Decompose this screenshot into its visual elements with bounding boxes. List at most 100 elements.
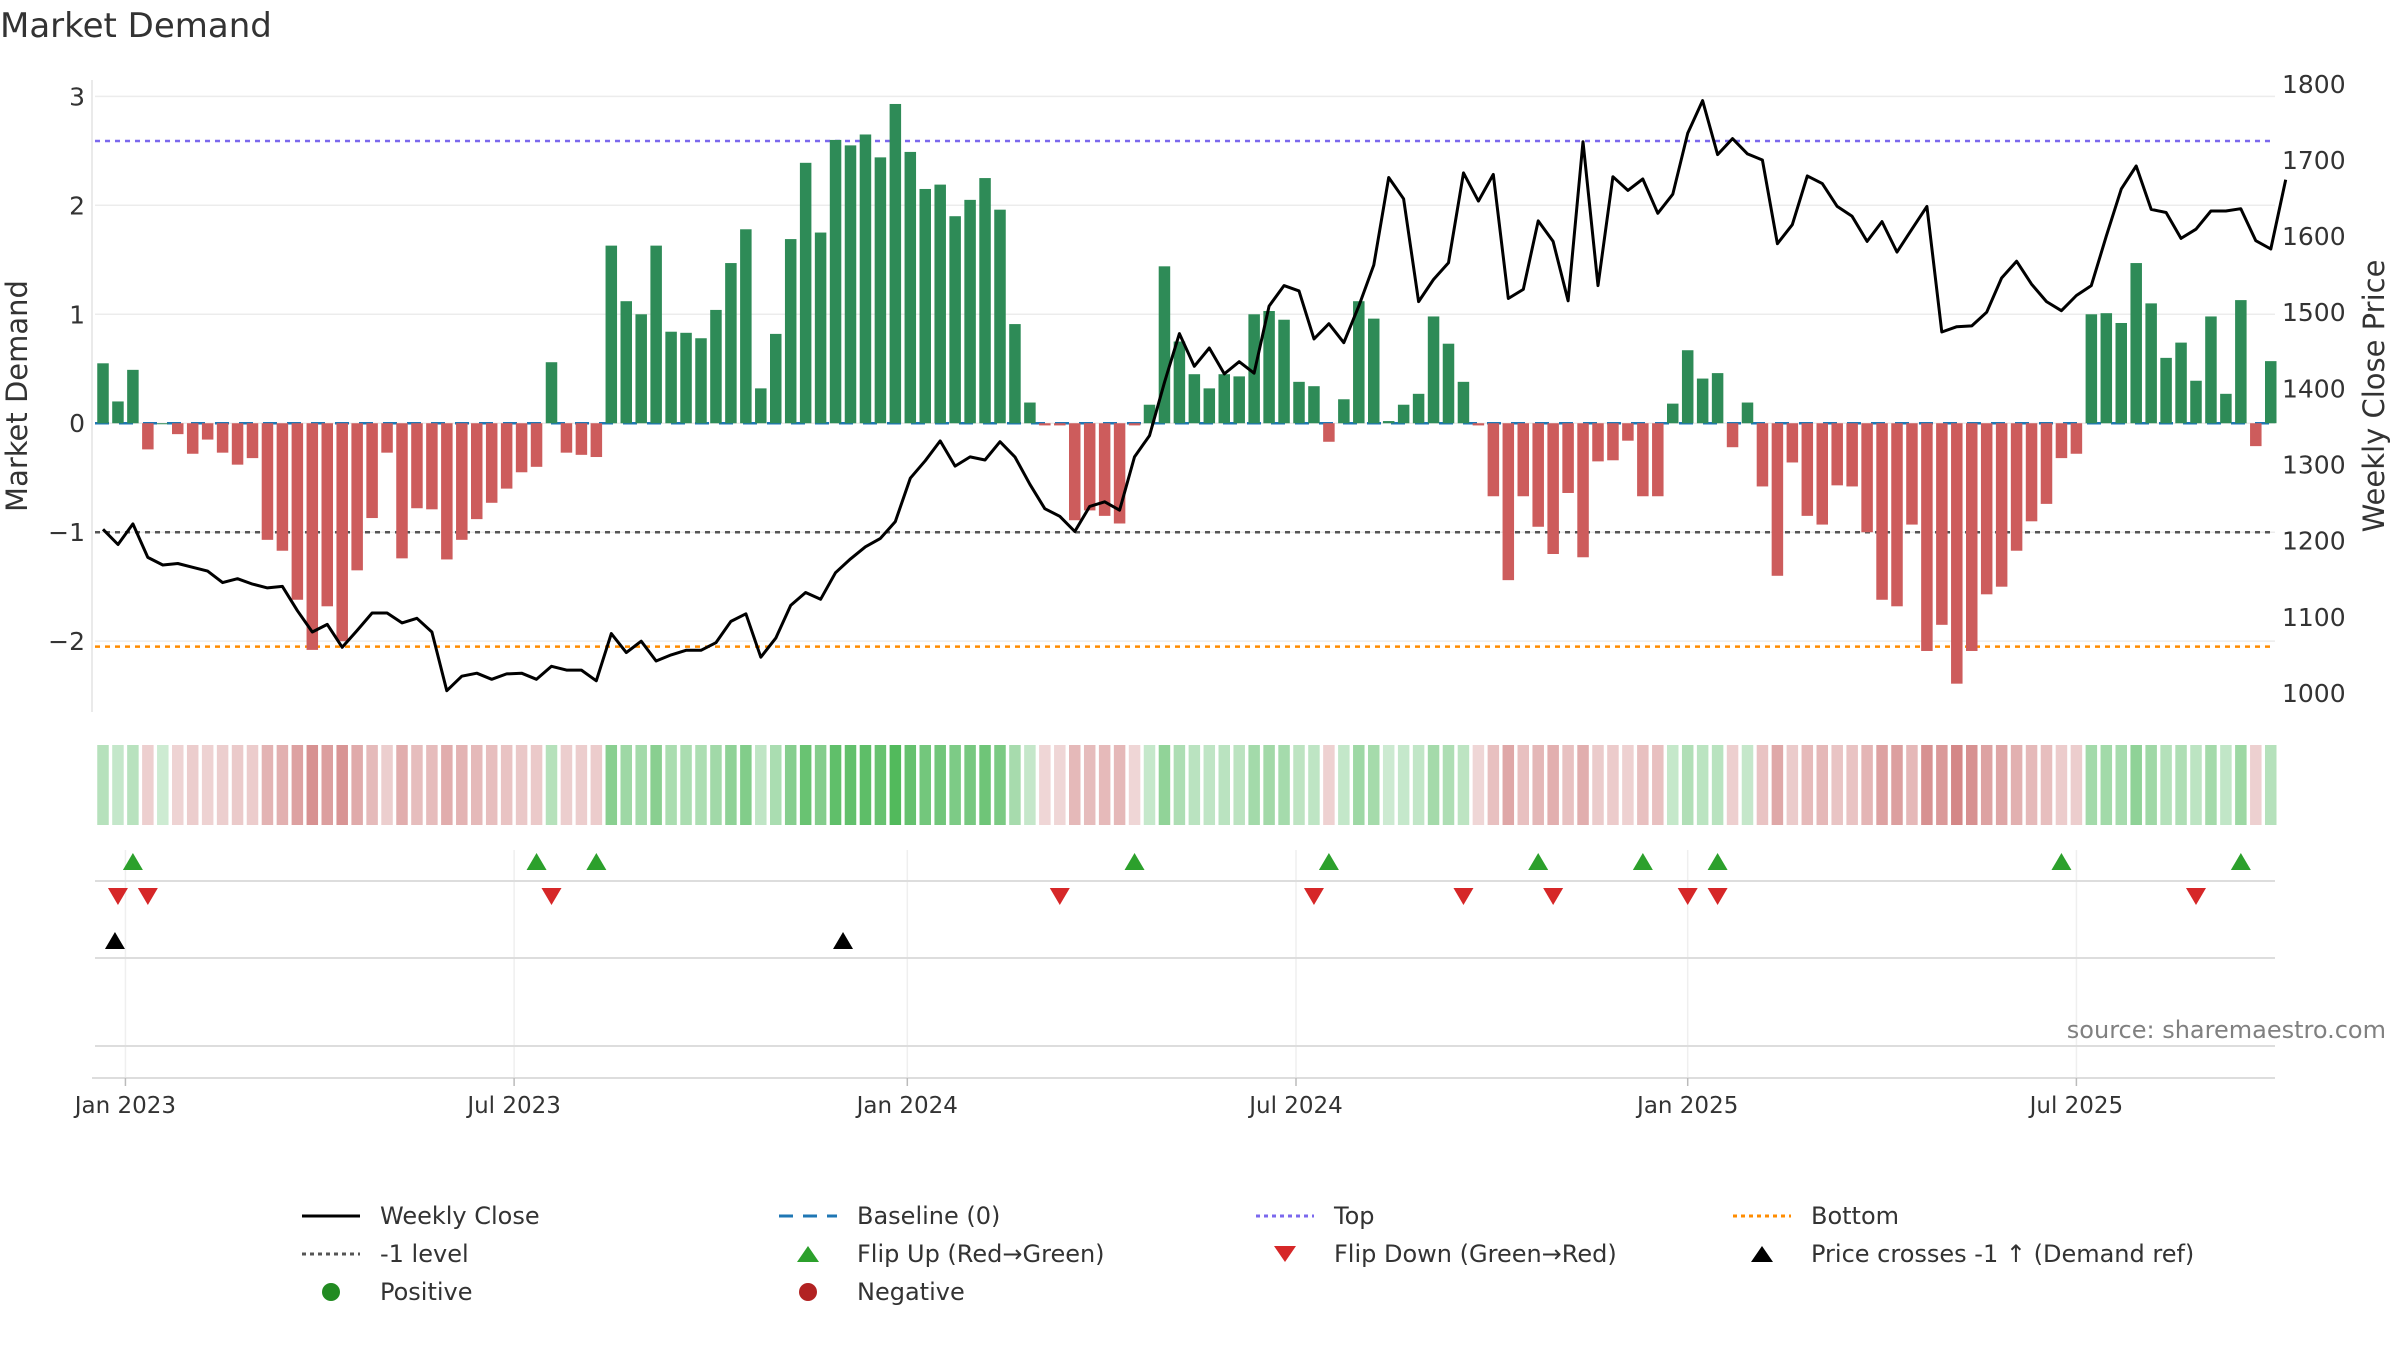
heat-cell [1876,745,1888,825]
heat-cell [1756,745,1769,825]
demand-bar [665,331,677,424]
heat-cell [665,745,677,825]
heat-cell [2070,745,2083,825]
demand-bar [994,209,1006,424]
demand-bar [1024,402,1036,424]
heat-cell [366,745,378,825]
demand-bar [949,216,961,424]
demand-bar [1009,324,1021,424]
heat-cell [934,745,946,825]
heat-cell [2235,745,2247,825]
demand-bar [1158,266,1171,424]
heat-cell [1696,745,1709,825]
demand-bar [1846,423,1858,487]
heat-cell [142,745,154,825]
demand-bar [1338,399,1350,424]
heat-cell [1233,745,1245,825]
triangle-up-black-icon [1751,1246,1773,1262]
demand-bar [2265,361,2277,424]
flip-up-marker [122,853,143,870]
demand-bar [919,188,931,424]
heat-cell [1846,745,1858,825]
demand-bar [276,423,289,551]
demand-bar [1995,423,2008,587]
demand-bar [1263,311,1275,424]
demand-bar [186,423,199,454]
heat-cell [994,745,1006,825]
heat-cell [396,745,408,825]
demand-bar [590,423,603,458]
demand-bar [2145,303,2157,424]
flip-up-marker [1124,853,1145,870]
heat-cell [695,745,707,825]
legend-item-negative: Negative [777,1278,965,1306]
demand-bar [1293,381,1305,424]
demand-bar [1966,423,1978,651]
heat-cell [919,745,931,825]
demand-bar [1233,376,1245,424]
heat-cell [2220,745,2232,825]
demand-bar [575,423,588,455]
heat-cell [1412,745,1425,825]
demand-bar [680,332,692,424]
y2-tick-label: 1300 [2282,451,2346,480]
signal-panels [92,853,2275,1079]
demand-bar [635,314,647,424]
heat-cell [755,745,767,825]
heat-cell [1457,745,1470,825]
flip-down-marker [1677,888,1698,905]
heat-cell [426,745,438,825]
heat-cell [2100,745,2113,825]
demand-bar [1816,423,1828,525]
heat-cell [740,745,752,825]
axes: 3 2 1 0 −1 −2 1800 1700 1600 1500 1400 1300 1200 1100… [48,70,2346,712]
heat-cell [2205,745,2217,825]
demand-bar [172,423,184,435]
demand-bar [2235,300,2247,424]
heat-cell [1487,745,1500,825]
heat-cell [1667,745,1679,825]
demand-bar [1667,403,1679,424]
heat-cell [650,745,662,825]
heat-cell [1502,745,1515,825]
heat-cell [157,745,169,825]
heat-cell [1382,745,1395,825]
heat-cell [246,745,259,825]
demand-bar [1921,423,1933,651]
demand-bar [1607,423,1619,461]
demand-bar [1861,423,1873,533]
heat-cell [1397,745,1410,825]
heat-cell [680,745,692,825]
heat-cell [1218,745,1230,825]
heat-cell [231,745,244,825]
demand-bar [485,423,498,503]
flip-down-marker [2186,888,2206,905]
circle-green-icon [322,1283,340,1301]
demand-bar [650,245,662,424]
heat-cell [216,745,229,825]
x-axis: Jan 2023 Jul 2023 Jan 2024 Jul 2024 Jan 2025… [73,1078,2123,1119]
legend-item-flip-up: Flip Up (Red→Green) [777,1240,1105,1268]
demand-bar [1711,373,1724,424]
demand-bar [560,423,573,453]
dot-gray-icon [302,1252,360,1256]
gridlines [95,95,2275,1078]
flip-down-marker [1303,888,1324,905]
heat-cell [1861,745,1873,825]
legend-label: Top [1334,1202,1375,1230]
heat-cell [1323,745,1335,825]
demand-bar [2100,313,2113,424]
y2-tick-label: 1700 [2282,146,2346,175]
demand-bar [351,423,363,571]
demand-bar [366,423,378,519]
heat-cell [1891,745,1903,825]
heat-cell [2115,745,2127,825]
heat-cell [1592,745,1604,825]
heat-cell [799,745,812,825]
heat-cell [2055,745,2068,825]
heat-cell [1771,745,1784,825]
demand-bar [1412,393,1425,424]
demand-bar [1427,316,1440,424]
heat-cell [1741,745,1754,825]
